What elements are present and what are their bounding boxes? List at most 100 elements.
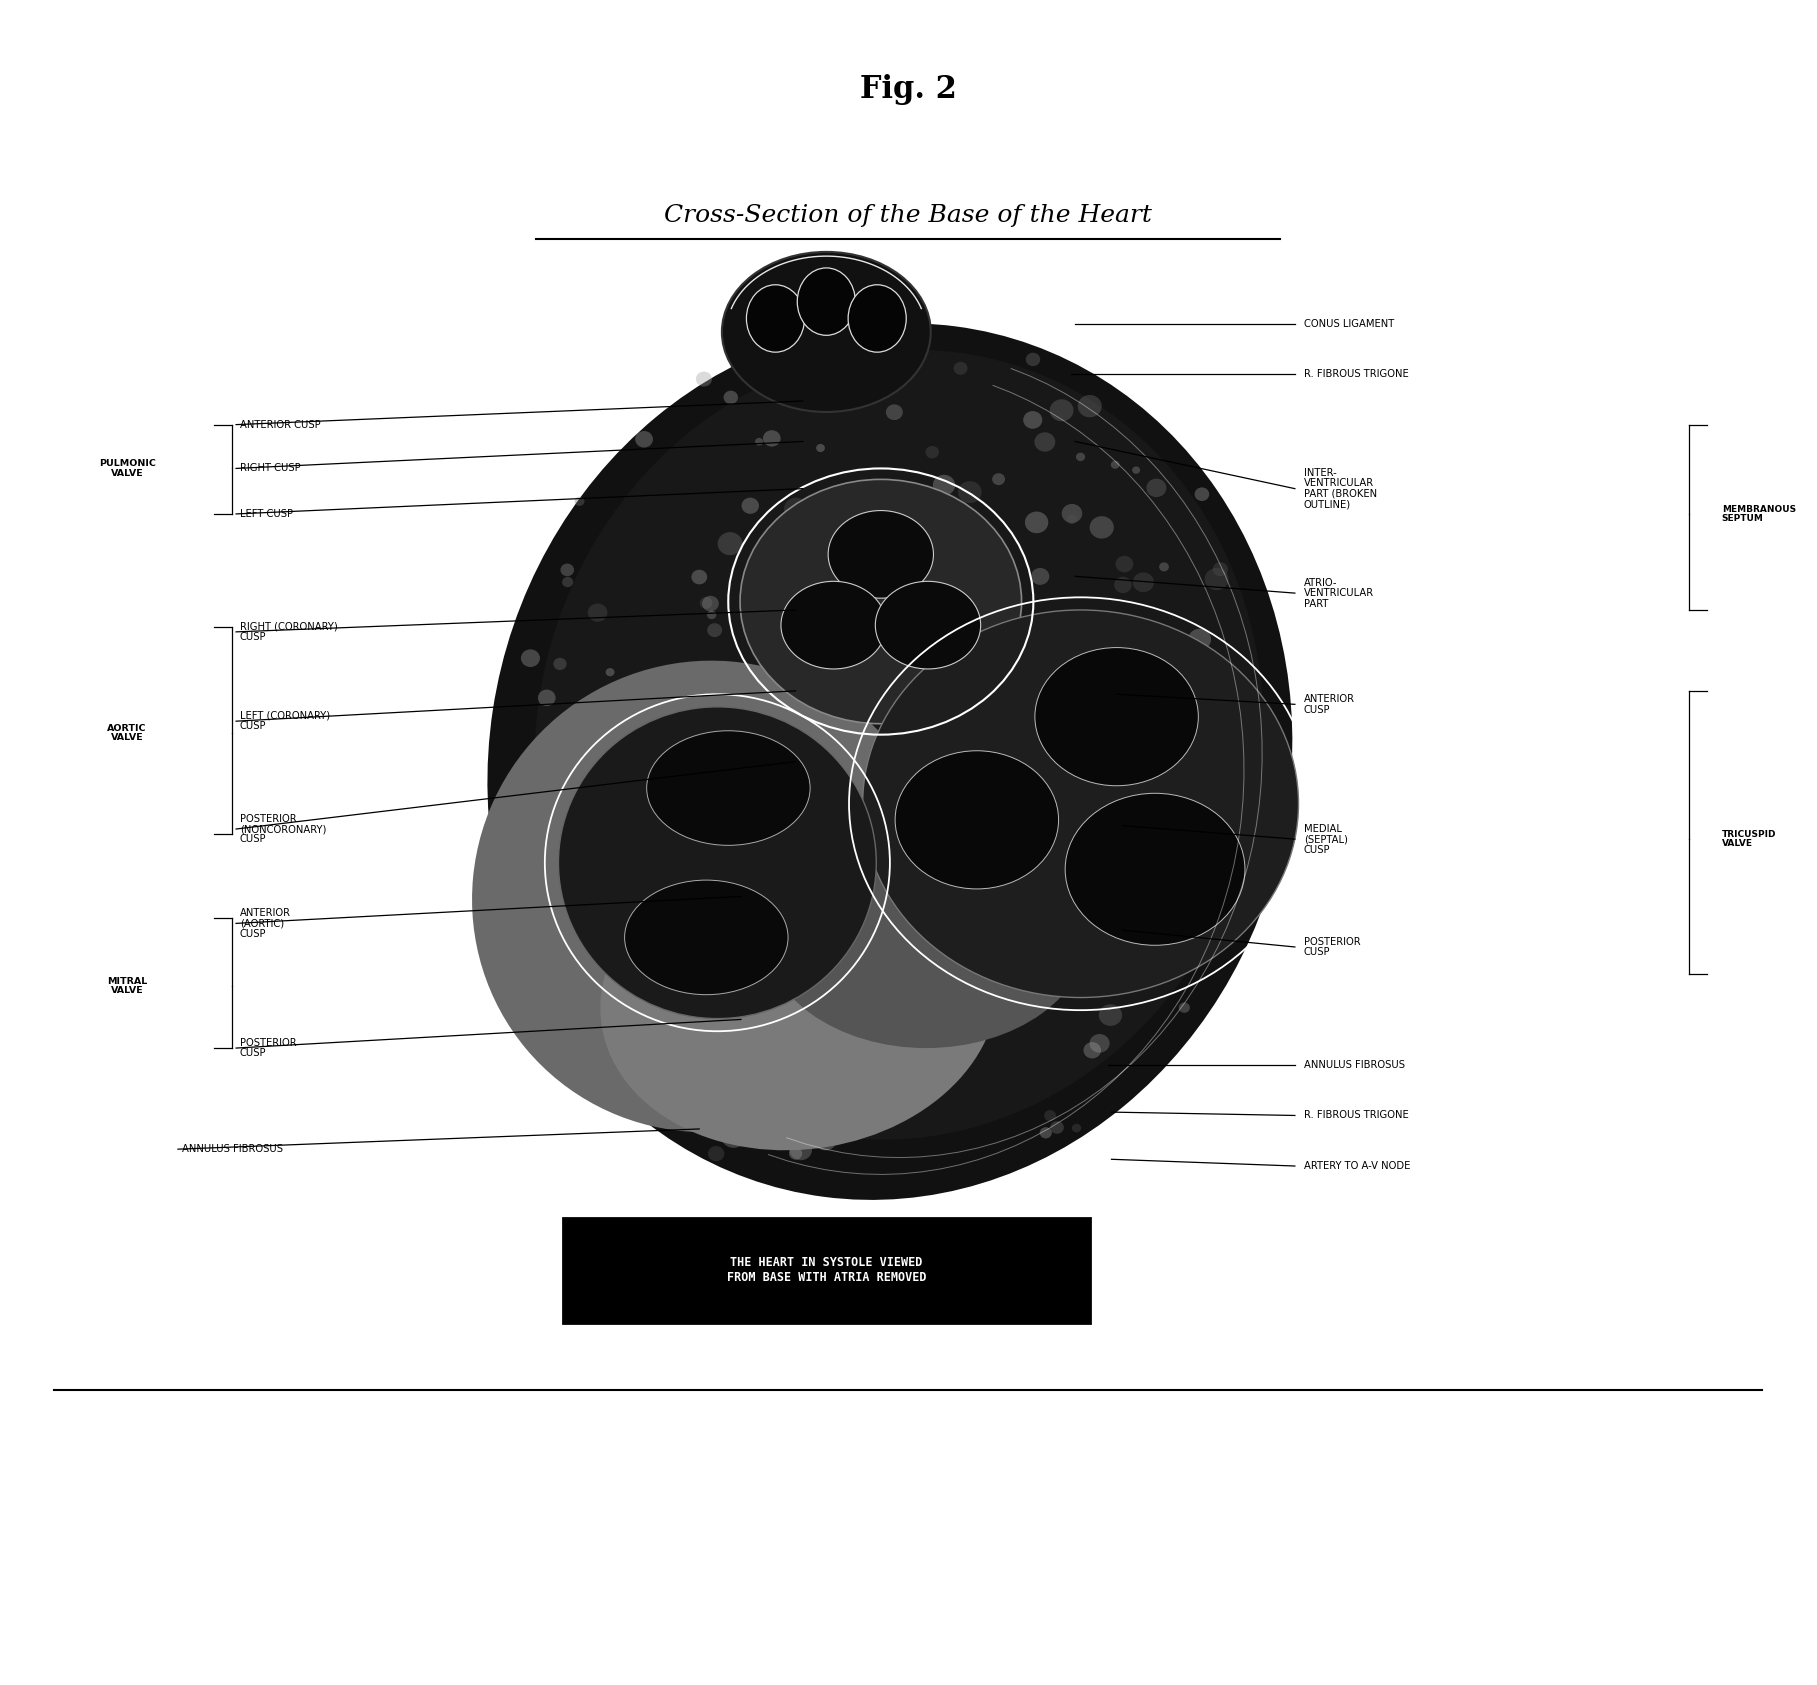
Circle shape bbox=[954, 708, 974, 728]
Circle shape bbox=[1027, 352, 1039, 366]
Text: RIGHT (CORONARY)
CUSP: RIGHT (CORONARY) CUSP bbox=[240, 622, 338, 642]
Circle shape bbox=[1027, 773, 1048, 792]
Text: POSTERIOR
(NONCORONARY)
CUSP: POSTERIOR (NONCORONARY) CUSP bbox=[240, 814, 325, 844]
Circle shape bbox=[718, 532, 743, 554]
Text: MEDIAL
(SEPTAL)
CUSP: MEDIAL (SEPTAL) CUSP bbox=[1305, 824, 1348, 854]
Circle shape bbox=[1157, 745, 1167, 755]
Circle shape bbox=[769, 568, 792, 590]
Circle shape bbox=[925, 447, 939, 458]
Circle shape bbox=[1205, 704, 1217, 716]
Circle shape bbox=[1039, 1127, 1052, 1139]
Circle shape bbox=[1038, 999, 1048, 1009]
Circle shape bbox=[1148, 644, 1165, 659]
Circle shape bbox=[787, 767, 798, 777]
Circle shape bbox=[723, 391, 738, 404]
Circle shape bbox=[556, 886, 572, 901]
Circle shape bbox=[1003, 735, 1027, 755]
Circle shape bbox=[1045, 1110, 1056, 1121]
Text: POSTERIOR
CUSP: POSTERIOR CUSP bbox=[1305, 937, 1361, 957]
Text: ANTERIOR
CUSP: ANTERIOR CUSP bbox=[1305, 694, 1355, 714]
Circle shape bbox=[554, 657, 567, 671]
FancyBboxPatch shape bbox=[563, 1218, 1090, 1323]
Circle shape bbox=[919, 728, 930, 740]
Circle shape bbox=[805, 657, 829, 679]
Circle shape bbox=[636, 431, 652, 448]
Circle shape bbox=[881, 740, 890, 748]
Text: R. FIBROUS TRIGONE: R. FIBROUS TRIGONE bbox=[1305, 1110, 1408, 1121]
Text: LEFT (CORONARY)
CUSP: LEFT (CORONARY) CUSP bbox=[240, 711, 331, 731]
Circle shape bbox=[1159, 772, 1183, 795]
Circle shape bbox=[756, 438, 763, 445]
Circle shape bbox=[959, 725, 972, 735]
Text: MITRAL
VALVE: MITRAL VALVE bbox=[107, 977, 147, 994]
Ellipse shape bbox=[798, 268, 856, 335]
Circle shape bbox=[858, 770, 872, 784]
Circle shape bbox=[621, 885, 632, 895]
Ellipse shape bbox=[472, 661, 945, 1132]
Circle shape bbox=[521, 649, 540, 667]
Circle shape bbox=[985, 1013, 999, 1026]
Circle shape bbox=[832, 553, 845, 564]
Circle shape bbox=[1107, 617, 1130, 639]
Text: INTER-
VENTRICULAR
PART (BROKEN
OUTLINE): INTER- VENTRICULAR PART (BROKEN OUTLINE) bbox=[1305, 468, 1377, 509]
Text: ANTERIOR
(AORTIC)
CUSP: ANTERIOR (AORTIC) CUSP bbox=[240, 908, 291, 939]
Text: Cross-Section of the Base of the Heart: Cross-Section of the Base of the Heart bbox=[663, 204, 1152, 227]
Circle shape bbox=[918, 693, 939, 714]
Circle shape bbox=[972, 891, 987, 905]
Circle shape bbox=[772, 381, 796, 403]
Circle shape bbox=[1163, 728, 1187, 750]
Circle shape bbox=[952, 878, 961, 886]
Circle shape bbox=[867, 853, 892, 876]
Circle shape bbox=[1090, 516, 1114, 539]
Circle shape bbox=[912, 686, 925, 698]
Circle shape bbox=[879, 694, 899, 713]
Circle shape bbox=[734, 849, 747, 859]
Circle shape bbox=[1034, 433, 1056, 452]
Ellipse shape bbox=[829, 511, 934, 598]
Circle shape bbox=[814, 532, 834, 551]
Circle shape bbox=[914, 992, 936, 1013]
Circle shape bbox=[1114, 576, 1132, 593]
Circle shape bbox=[1110, 649, 1136, 671]
Circle shape bbox=[589, 773, 598, 780]
Circle shape bbox=[919, 534, 941, 554]
Circle shape bbox=[907, 907, 925, 923]
Circle shape bbox=[789, 388, 809, 408]
Circle shape bbox=[954, 362, 967, 374]
Circle shape bbox=[696, 372, 712, 386]
Ellipse shape bbox=[1036, 647, 1199, 785]
Circle shape bbox=[825, 379, 836, 388]
Circle shape bbox=[1132, 467, 1139, 473]
Text: POSTERIOR
CUSP: POSTERIOR CUSP bbox=[240, 1038, 296, 1058]
Circle shape bbox=[814, 1129, 838, 1151]
Text: ARTERY TO A-V NODE: ARTERY TO A-V NODE bbox=[1305, 1161, 1410, 1171]
Circle shape bbox=[774, 912, 790, 927]
Circle shape bbox=[907, 809, 914, 817]
Circle shape bbox=[709, 1146, 725, 1161]
Circle shape bbox=[1123, 898, 1143, 917]
Circle shape bbox=[538, 689, 556, 706]
Circle shape bbox=[1027, 699, 1038, 709]
Circle shape bbox=[756, 1062, 769, 1073]
Circle shape bbox=[600, 1040, 623, 1062]
Ellipse shape bbox=[625, 880, 789, 994]
Circle shape bbox=[580, 723, 603, 743]
Circle shape bbox=[956, 802, 965, 809]
Text: TRICUSPID
VALVE: TRICUSPID VALVE bbox=[1723, 831, 1777, 848]
Circle shape bbox=[1028, 851, 1038, 859]
Ellipse shape bbox=[896, 752, 1059, 890]
Circle shape bbox=[778, 947, 798, 966]
Circle shape bbox=[939, 762, 952, 773]
Circle shape bbox=[1121, 698, 1137, 713]
Circle shape bbox=[574, 497, 585, 506]
Text: ATRIO-
VENTRICULAR
PART: ATRIO- VENTRICULAR PART bbox=[1305, 578, 1374, 608]
Circle shape bbox=[1208, 666, 1232, 686]
Circle shape bbox=[571, 922, 594, 942]
Circle shape bbox=[649, 1009, 669, 1026]
Text: PULMONIC
VALVE: PULMONIC VALVE bbox=[98, 460, 156, 477]
Circle shape bbox=[540, 778, 565, 800]
Circle shape bbox=[763, 810, 770, 819]
Ellipse shape bbox=[781, 581, 887, 669]
Circle shape bbox=[1045, 679, 1063, 694]
Text: THE HEART IN SYSTOLE VIEWED
FROM BASE WITH ATRIA REMOVED: THE HEART IN SYSTOLE VIEWED FROM BASE WI… bbox=[727, 1257, 927, 1284]
